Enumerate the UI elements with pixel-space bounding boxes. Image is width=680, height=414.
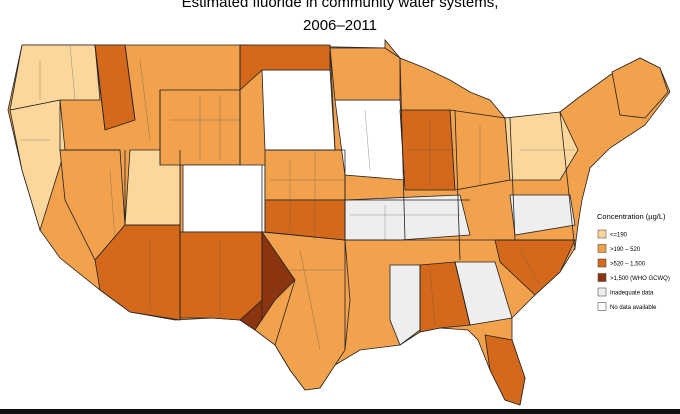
legend-title: Concentration (µg/L)	[597, 212, 666, 221]
legend-label: >520 – 1,500	[610, 262, 646, 268]
region	[484, 334, 526, 406]
region	[9, 44, 101, 111]
legend-swatch	[597, 244, 607, 253]
state-borders	[59, 44, 576, 350]
legend-swatch	[597, 287, 607, 297]
legend-label: <=190	[610, 233, 628, 239]
legend-label: >190 – 520	[610, 247, 641, 253]
region	[264, 149, 346, 201]
title: Estimated fluoride in community water sy…	[182, 0, 499, 11]
us-map	[7, 38, 671, 406]
region	[504, 111, 579, 181]
legend: Concentration (µg/L) <=190 >190 – 520 >520…	[597, 212, 670, 311]
region	[179, 231, 263, 321]
inadequate-region	[509, 194, 576, 236]
no-data-region	[182, 164, 266, 233]
no-data-region	[261, 69, 336, 151]
legend-label: No data available	[610, 305, 657, 311]
legend-label: >1,500 (WHO GCWQ)	[610, 276, 670, 282]
region	[261, 231, 351, 391]
legend-swatch	[597, 229, 607, 239]
region	[329, 47, 401, 101]
title: 2006–2011	[303, 17, 377, 34]
region	[611, 57, 669, 119]
county-lines	[20, 44, 575, 351]
legend-swatch	[597, 273, 607, 282]
legend-swatch	[597, 302, 607, 311]
legend-swatch	[597, 258, 607, 268]
inadequate-region	[344, 194, 471, 241]
bottom-bar	[0, 409, 680, 414]
no-data-region	[334, 99, 406, 181]
inadequate-region	[389, 264, 421, 346]
legend-label: Inadequate data	[610, 291, 654, 297]
